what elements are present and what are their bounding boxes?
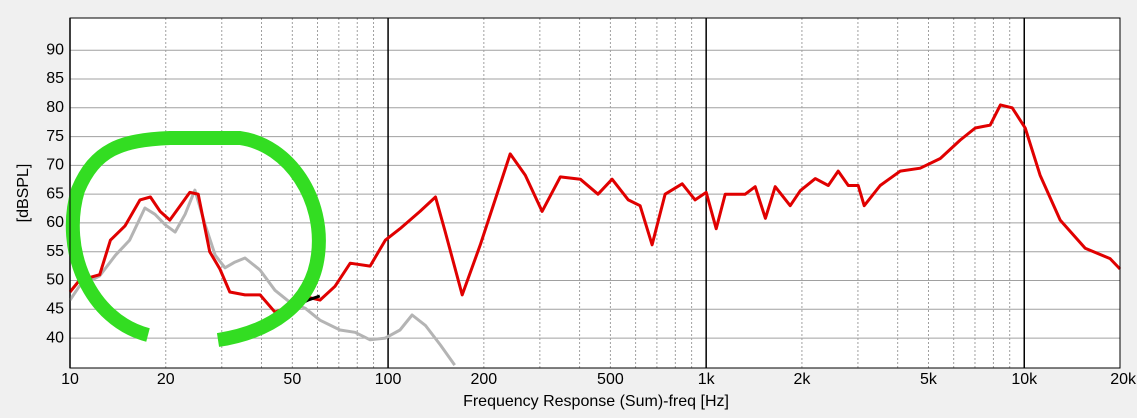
y-tick-label: 65	[46, 185, 64, 202]
y-tick-label: 85	[46, 70, 64, 87]
x-tick-label: 5k	[920, 371, 938, 388]
series-line	[68, 103, 1122, 314]
y-tick-label: 80	[46, 99, 64, 116]
series-line	[68, 188, 456, 366]
y-tick-label: 50	[46, 272, 64, 289]
x-tick-label: 10k	[1011, 371, 1038, 388]
x-tick-label: 500	[597, 371, 624, 388]
y-tick-label: 90	[46, 41, 64, 58]
y-tick-label: 55	[46, 243, 64, 260]
x-tick-label: 20	[157, 371, 175, 388]
x-tick-label: 50	[283, 371, 301, 388]
y-tick-label: 60	[46, 214, 64, 231]
x-tick-label: 10	[61, 371, 79, 388]
x-tick-label: 1k	[698, 371, 716, 388]
x-axis-label: Frequency Response (Sum)-freq [Hz]	[463, 393, 729, 410]
x-tick-label: 200	[470, 371, 497, 388]
annotation-circle	[65, 131, 326, 347]
y-tick-label: 70	[46, 157, 64, 174]
y-tick-label: 40	[46, 329, 64, 346]
y-axis-label: [dBSPL]	[15, 164, 32, 223]
plot-border	[69, 17, 1121, 369]
x-tick-label: 20k	[1110, 371, 1137, 388]
x-tick-label: 2k	[793, 371, 811, 388]
x-tick-label: 100	[375, 371, 402, 388]
y-tick-label: 45	[46, 301, 64, 318]
y-tick-label: 75	[46, 128, 64, 145]
